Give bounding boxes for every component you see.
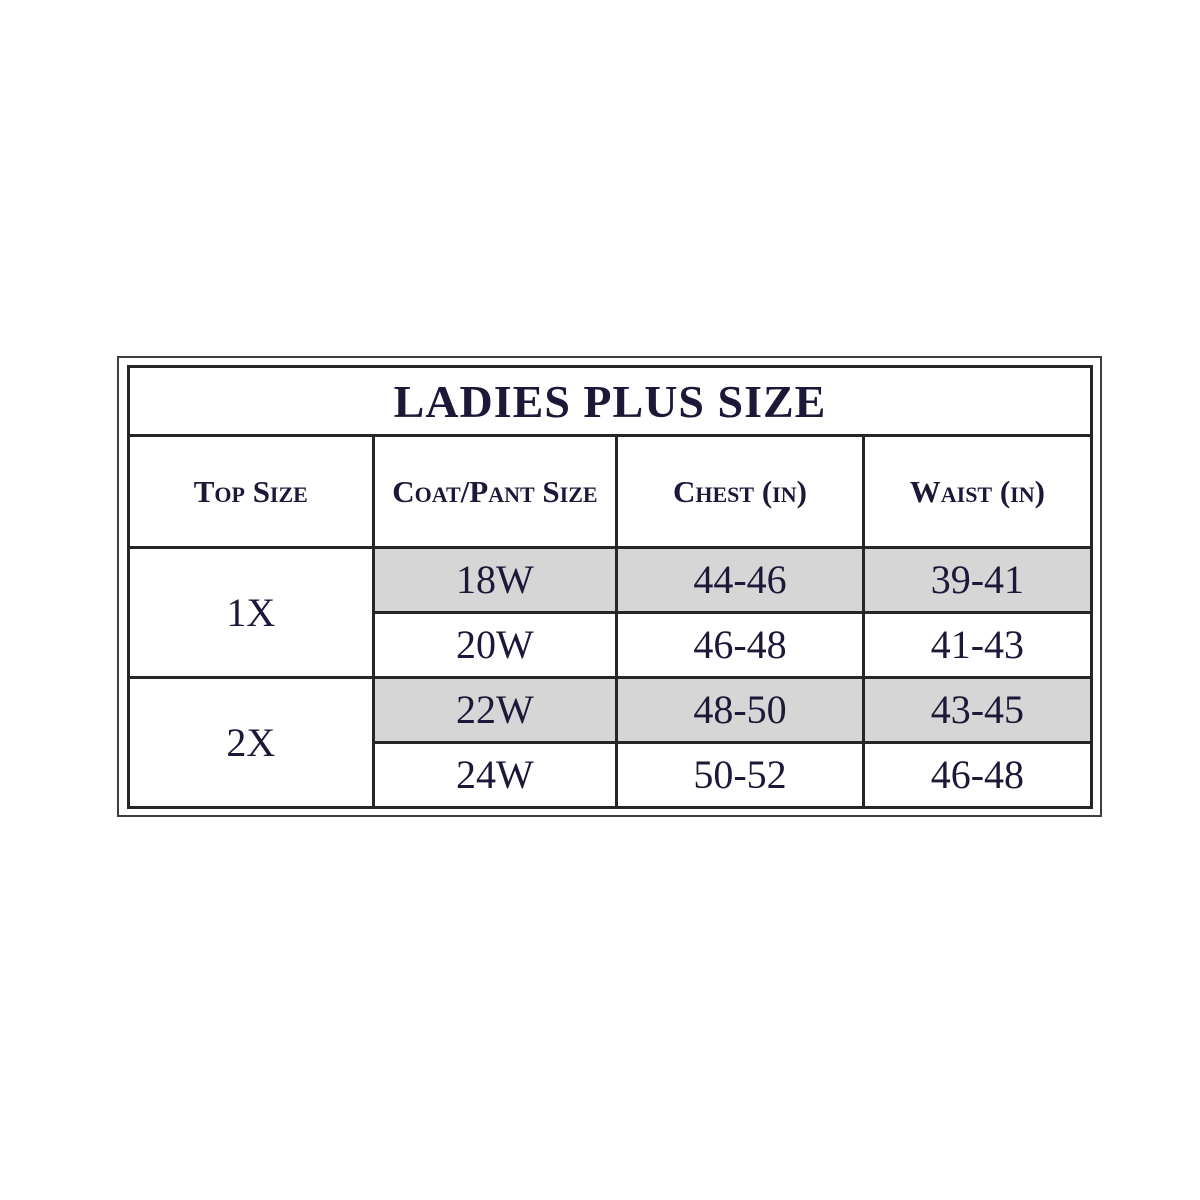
table-row-24w: 24W 50-52 46-48 (129, 740, 1094, 810)
top-size-1x-cell: 1X (127, 545, 375, 679)
title-row: LADIES PLUS SIZE (127, 364, 1093, 438)
chest-24w-cell: 50-52 (615, 740, 865, 810)
table-row-22w: 2X 22W 48-50 43-45 (127, 675, 1094, 810)
size-chart-frame: LADIES PLUS SIZE Top Size Coat/Pant Size… (117, 356, 1102, 817)
waist-18w-cell: 39-41 (861, 545, 1094, 614)
header-top-size: Top Size (127, 434, 375, 549)
table-row-18w: 1X 18W 44-46 39-41 (127, 545, 1094, 679)
chest-20w-cell: 46-48 (615, 610, 865, 679)
header-chest-in: Chest (in) (615, 434, 865, 549)
chest-18w-cell: 44-46 (615, 545, 865, 614)
waist-24w-cell: 46-48 (861, 740, 1094, 810)
coat-pant-size-24w-cell: 24W (371, 740, 619, 810)
table-row-20w: 20W 46-48 41-43 (129, 610, 1094, 679)
header-coat-pant-size: Coat/Pant Size (371, 434, 619, 549)
table-title: LADIES PLUS SIZE (127, 364, 1093, 438)
coat-pant-size-18w-cell: 18W (371, 545, 619, 614)
chest-22w-cell: 48-50 (615, 675, 865, 744)
header-row: Top Size Coat/Pant Size Chest (in) Waist… (127, 434, 1094, 549)
waist-22w-cell: 43-45 (861, 675, 1094, 744)
coat-pant-size-22w-cell: 22W (371, 675, 619, 744)
header-waist-in: Waist (in) (861, 434, 1094, 549)
size-chart-table: LADIES PLUS SIZE Top Size Coat/Pant Size… (127, 364, 1094, 810)
waist-20w-cell: 41-43 (861, 610, 1094, 679)
coat-pant-size-20w-cell: 20W (371, 610, 619, 679)
top-size-2x-cell: 2X (127, 675, 375, 810)
